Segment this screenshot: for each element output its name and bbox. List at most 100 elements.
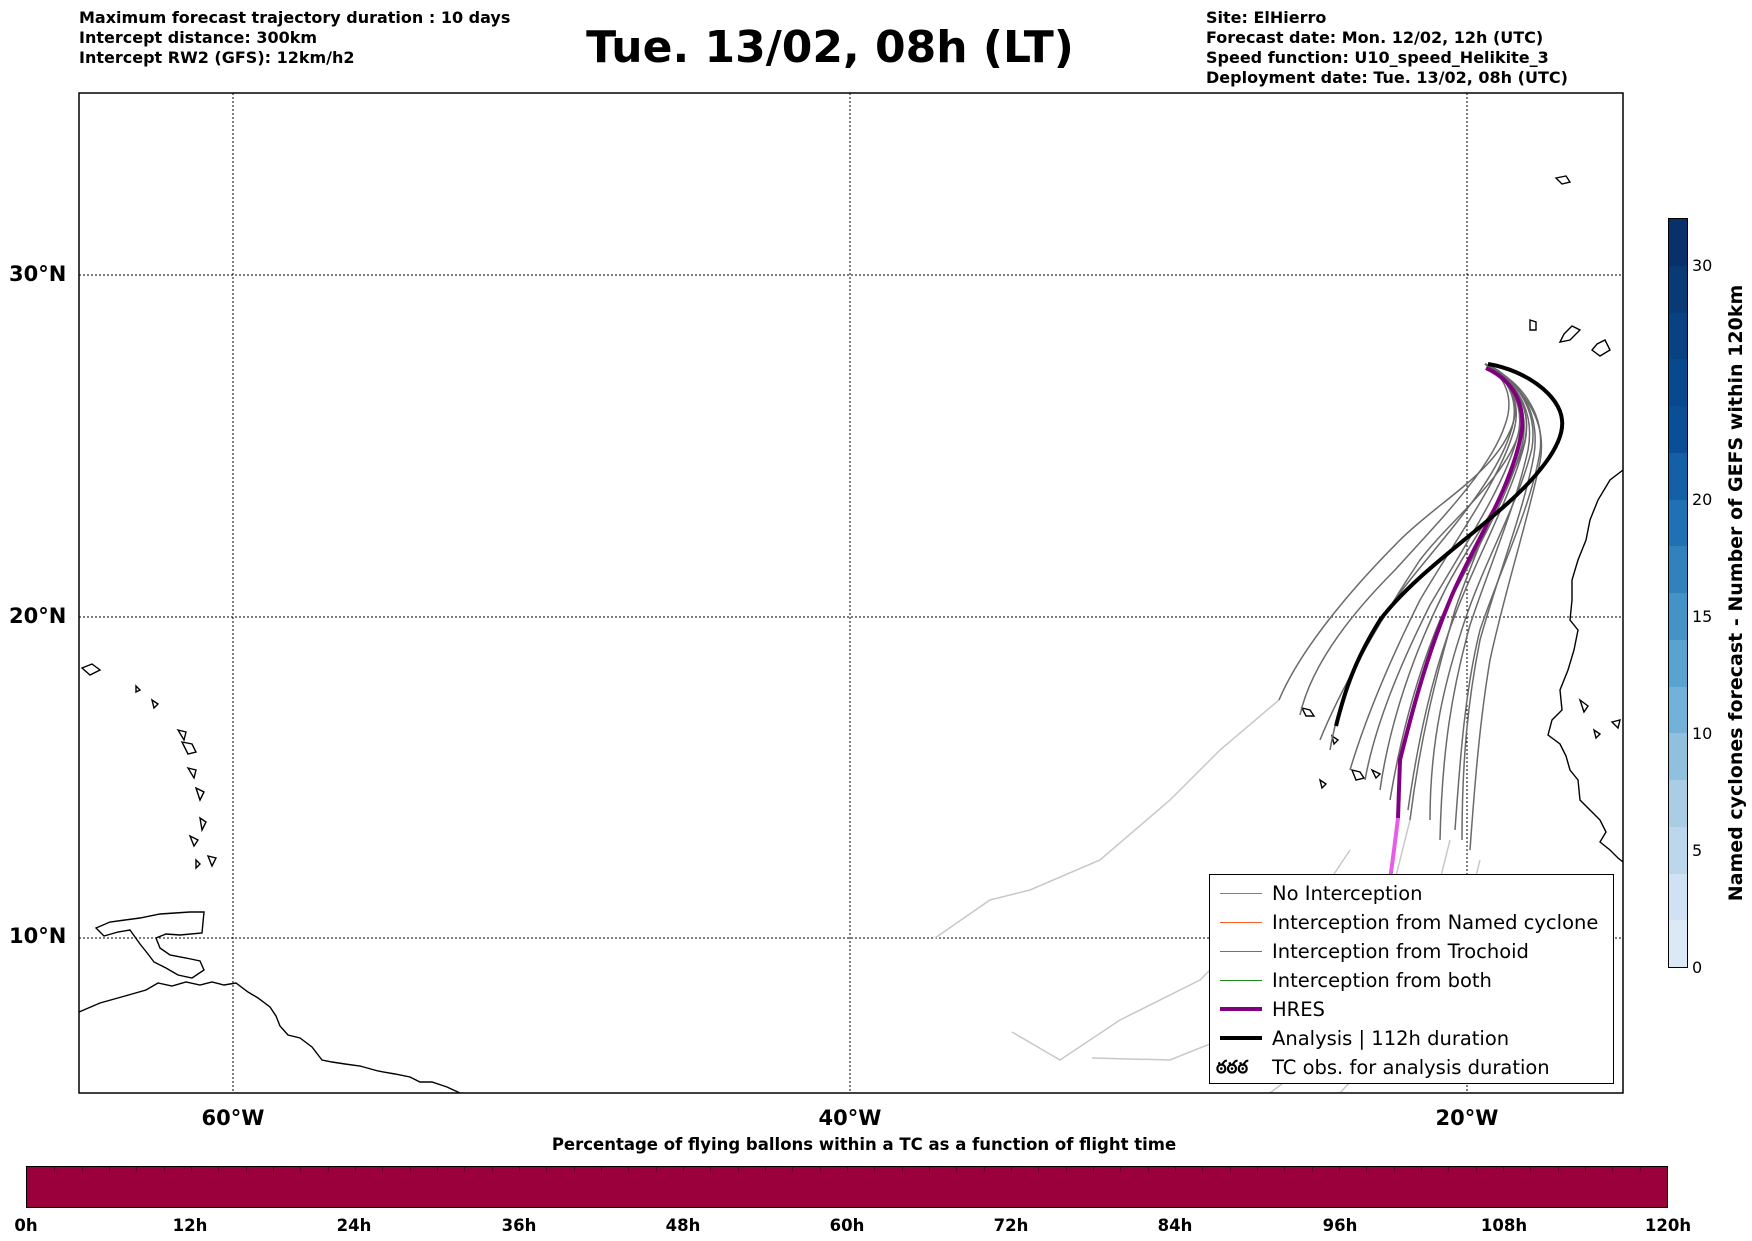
colorbar-v-tick: 20 — [1692, 490, 1713, 509]
speed-function-text: Speed function: U10_speed_Helikite_3 — [1206, 48, 1549, 67]
colorbar-v-band — [1669, 873, 1687, 921]
colorbar-h-divider — [109, 1167, 110, 1172]
colorbar-h-divider — [355, 1167, 356, 1172]
ensemble-tracks — [1278, 363, 1543, 851]
colorbar-h-divider — [901, 1167, 903, 1172]
colorbar-h-divider — [655, 1167, 657, 1172]
legend-swatch-no-interception — [1220, 893, 1262, 894]
colorbar-v-tick: 0 — [1692, 958, 1703, 977]
map-legend: No Interception Interception from Named … — [1209, 874, 1614, 1084]
colorbar-v-tick: 30 — [1692, 256, 1713, 275]
colorbar-v-band — [1669, 546, 1687, 593]
colorbar-h-divider — [874, 1167, 876, 1172]
colorbar-h-divider — [191, 1167, 192, 1172]
colorbar-h-divider — [737, 1167, 739, 1172]
intercept-rw2-text: Intercept RW2 (GFS): 12km/h2 — [79, 48, 355, 67]
colorbar-h-divider — [273, 1167, 274, 1172]
legend-label: HRES — [1272, 998, 1325, 1021]
legend-label: Interception from Named cyclone — [1272, 911, 1599, 934]
colorbar-h-divider — [929, 1167, 930, 1172]
colorbar-h-divider — [792, 1167, 794, 1172]
colorbar-h-divider — [1421, 1167, 1422, 1172]
colorbar-h-divider — [491, 1167, 493, 1172]
colorbar-h-divider — [1257, 1167, 1258, 1172]
colorbar-h-tick: 0h — [14, 1216, 38, 1235]
legend-item-hres: HRES — [1210, 995, 1613, 1024]
colorbar-h-divider — [382, 1167, 384, 1172]
colorbar-v-band — [1669, 639, 1687, 687]
colorbar-h-divider — [81, 1167, 83, 1172]
coast-canary-islands — [1529, 175, 1611, 357]
header-right: Site: ElHierro Forecast date: Mon. 12/02… — [1206, 8, 1568, 88]
colorbar-h-divider — [847, 1167, 848, 1172]
legend-label: Interception from both — [1272, 969, 1492, 992]
colorbar-h-divider — [1311, 1167, 1313, 1172]
colorbar-h-divider — [1339, 1167, 1340, 1172]
lon-label-60w: 60°W — [201, 1106, 265, 1130]
colorbar-h-divider — [1202, 1167, 1204, 1172]
colorbar-v-tick: 15 — [1692, 607, 1713, 626]
colorbar-h-divider — [245, 1167, 247, 1172]
coastlines — [79, 175, 1623, 1093]
colorbar-h-divider — [1147, 1167, 1149, 1172]
colorbar-h-divider — [1011, 1167, 1012, 1172]
colorbar-h-divider — [1038, 1167, 1040, 1172]
colorbar-vertical — [1668, 218, 1688, 968]
legend-swatch-analysis — [1220, 1036, 1262, 1040]
legend-swatch-named-cyclone — [1220, 922, 1262, 923]
colorbar-h-divider — [327, 1167, 329, 1172]
colorbar-h-title: Percentage of flying ballons within a TC… — [551, 1135, 1177, 1154]
legend-item-trochoid: Interception from Trochoid — [1210, 937, 1613, 966]
colorbar-h-divider — [54, 1167, 56, 1172]
colorbar-h-divider — [163, 1167, 165, 1172]
colorbar-h-divider — [601, 1167, 602, 1172]
hres-track — [1396, 366, 1525, 819]
colorbar-h-divider — [437, 1167, 438, 1172]
colorbar-h-divider — [1120, 1167, 1122, 1172]
colorbar-horizontal — [26, 1166, 1668, 1208]
coast-west-africa — [1547, 469, 1623, 863]
lon-label-40w: 40°W — [818, 1106, 882, 1130]
colorbar-h-divider — [683, 1167, 684, 1172]
colorbar-h-divider — [1530, 1167, 1532, 1172]
colorbar-h-divider — [1229, 1167, 1231, 1172]
colorbar-h-divider — [1585, 1167, 1586, 1172]
forecast-date-text: Forecast date: Mon. 12/02, 12h (UTC) — [1206, 28, 1544, 47]
colorbar-h-tick: 36h — [501, 1216, 537, 1235]
colorbar-v-band — [1669, 219, 1687, 266]
colorbar-h-tick: 96h — [1322, 1216, 1358, 1235]
colorbar-h-tick: 60h — [829, 1216, 865, 1235]
colorbar-h-divider — [300, 1167, 302, 1172]
lat-label-10n: 10°N — [9, 924, 67, 948]
analysis-track — [1334, 362, 1565, 727]
colorbar-h-divider — [1284, 1167, 1286, 1172]
colorbar-h-divider — [546, 1167, 548, 1172]
colorbar-h-divider — [1175, 1167, 1176, 1172]
colorbar-v-band — [1669, 826, 1687, 874]
colorbar-h-tick: 12h — [172, 1216, 208, 1235]
colorbar-h-tick: 84h — [1157, 1216, 1193, 1235]
coast-cape-verde — [1300, 706, 1382, 790]
map-frame — [78, 92, 1624, 1094]
colorbar-h-divider — [409, 1167, 411, 1172]
colorbar-h-divider — [1366, 1167, 1368, 1172]
colorbar-v-band — [1669, 920, 1687, 967]
colorbar-h-tick: 120h — [1644, 1216, 1692, 1235]
legend-swatch-both — [1220, 980, 1262, 981]
colorbar-h-tick: 72h — [993, 1216, 1029, 1235]
colorbar-h-tick: 48h — [665, 1216, 701, 1235]
legend-label: TC obs. for analysis duration — [1272, 1056, 1550, 1079]
legend-item-named-cyclone: Interception from Named cyclone — [1210, 908, 1613, 937]
header-left: Maximum forecast trajectory duration : 1… — [79, 8, 510, 68]
legend-item-both: Interception from both — [1210, 966, 1613, 995]
coast-south-america — [79, 981, 461, 1093]
colorbar-h-divider — [819, 1167, 821, 1172]
lat-label-30n: 30°N — [9, 262, 67, 286]
colorbar-v-band — [1669, 593, 1687, 640]
colorbar-h-tick: 108h — [1480, 1216, 1528, 1235]
colorbar-h-divider — [710, 1167, 712, 1172]
legend-swatch-trochoid — [1220, 951, 1262, 952]
colorbar-v-band — [1669, 452, 1687, 500]
colorbar-h-divider — [983, 1167, 985, 1172]
colorbar-v-band — [1669, 406, 1687, 453]
